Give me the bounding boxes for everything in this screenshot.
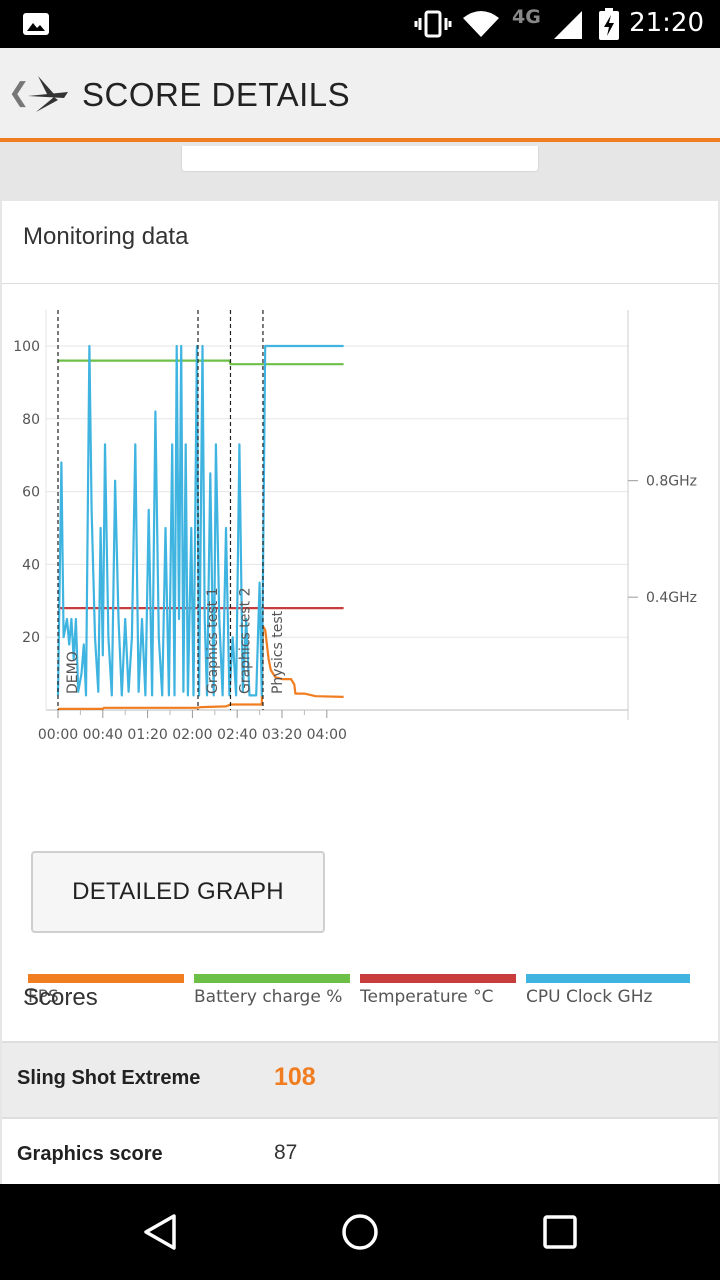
y-tick-label: 20 [22,630,40,646]
vibrate-icon [414,10,452,38]
series-line-cpu-clock-ghz [56,344,344,697]
previous-card-bottom [181,146,539,172]
3dmark-logo-icon[interactable] [24,70,72,118]
legend-cpu-clock-label: CPU Clock GHz [526,987,653,1007]
image-notification-icon [23,13,49,35]
navigation-bar [0,1184,720,1280]
clock: 21:20 [629,8,704,38]
phase-marker-label: Graphics test 2 [237,587,253,694]
legend-battery: Battery charge % [194,974,350,1014]
status-bar: 4G 21:20 [0,0,720,48]
phase-marker-label: Physics test [270,610,286,694]
legend-fps-swatch [28,974,184,983]
y-tick-label: 80 [22,412,40,428]
score-row-graphics: Graphics score 87 [2,1117,718,1193]
right-tick-label: 0.4GHz [646,590,697,606]
back-chevron-icon[interactable]: ❮ [8,78,30,108]
phase-marker-label: DEMO [65,651,81,694]
x-tick-label: 01:20 [127,727,167,743]
x-tick-label: 02:00 [172,727,212,743]
x-tick-label: 02:40 [217,727,257,743]
x-tick-label: 00:00 [38,727,78,743]
network-type: 4G [512,6,541,28]
scores-heading: Scores [23,984,98,1011]
divider [2,283,718,284]
legend-temperature-label: Temperature °C [360,987,494,1007]
score-value: 108 [274,1063,316,1091]
y-tick-label: 40 [22,557,40,573]
x-tick-label: 00:40 [83,727,123,743]
right-tick-label: 0.8GHz [646,474,697,490]
monitoring-chart: 20 40 60 80 100 0.4GHz 0.8GHz 00:00 00:40 01:20 02… [13,310,697,743]
detailed-graph-button[interactable]: DETAILED GRAPH [31,851,325,933]
wifi-icon [463,11,499,37]
y-tick-label: 100 [13,339,40,355]
x-tick-label: 03:20 [262,727,302,743]
x-tick-label: 04:00 [307,727,347,743]
legend-battery-swatch [194,974,350,983]
series-line-fps [58,625,344,710]
recents-nav-icon[interactable] [542,1214,578,1250]
battery-charging-icon [599,8,619,40]
phase-marker-label: Graphics test 1 [205,587,221,694]
legend-cpu-clock: CPU Clock GHz [526,974,690,1014]
score-name: Sling Shot Extreme [17,1067,201,1089]
score-name: Graphics score [17,1143,163,1165]
legend-fps: FPS [28,974,184,1014]
legend-battery-label: Battery charge % [194,987,343,1007]
legend-temperature-swatch [360,974,516,983]
y-tick-label: 60 [22,485,40,501]
legend-fps-label: FPS [28,987,59,1007]
back-nav-icon[interactable] [140,1212,180,1252]
score-value: 87 [274,1141,298,1164]
monitoring-heading: Monitoring data [23,223,189,250]
page-title: SCORE DETAILS [82,76,351,113]
legend-cpu-clock-swatch [526,974,690,983]
legend-temperature: Temperature °C [360,974,516,1014]
cell-signal-icon [554,11,582,39]
app-bar: ❮ SCORE DETAILS [0,48,720,142]
home-nav-icon[interactable] [340,1212,380,1252]
score-row-sling-shot-extreme: Sling Shot Extreme 108 [2,1041,718,1117]
series-line-battery-charge- [58,359,344,366]
